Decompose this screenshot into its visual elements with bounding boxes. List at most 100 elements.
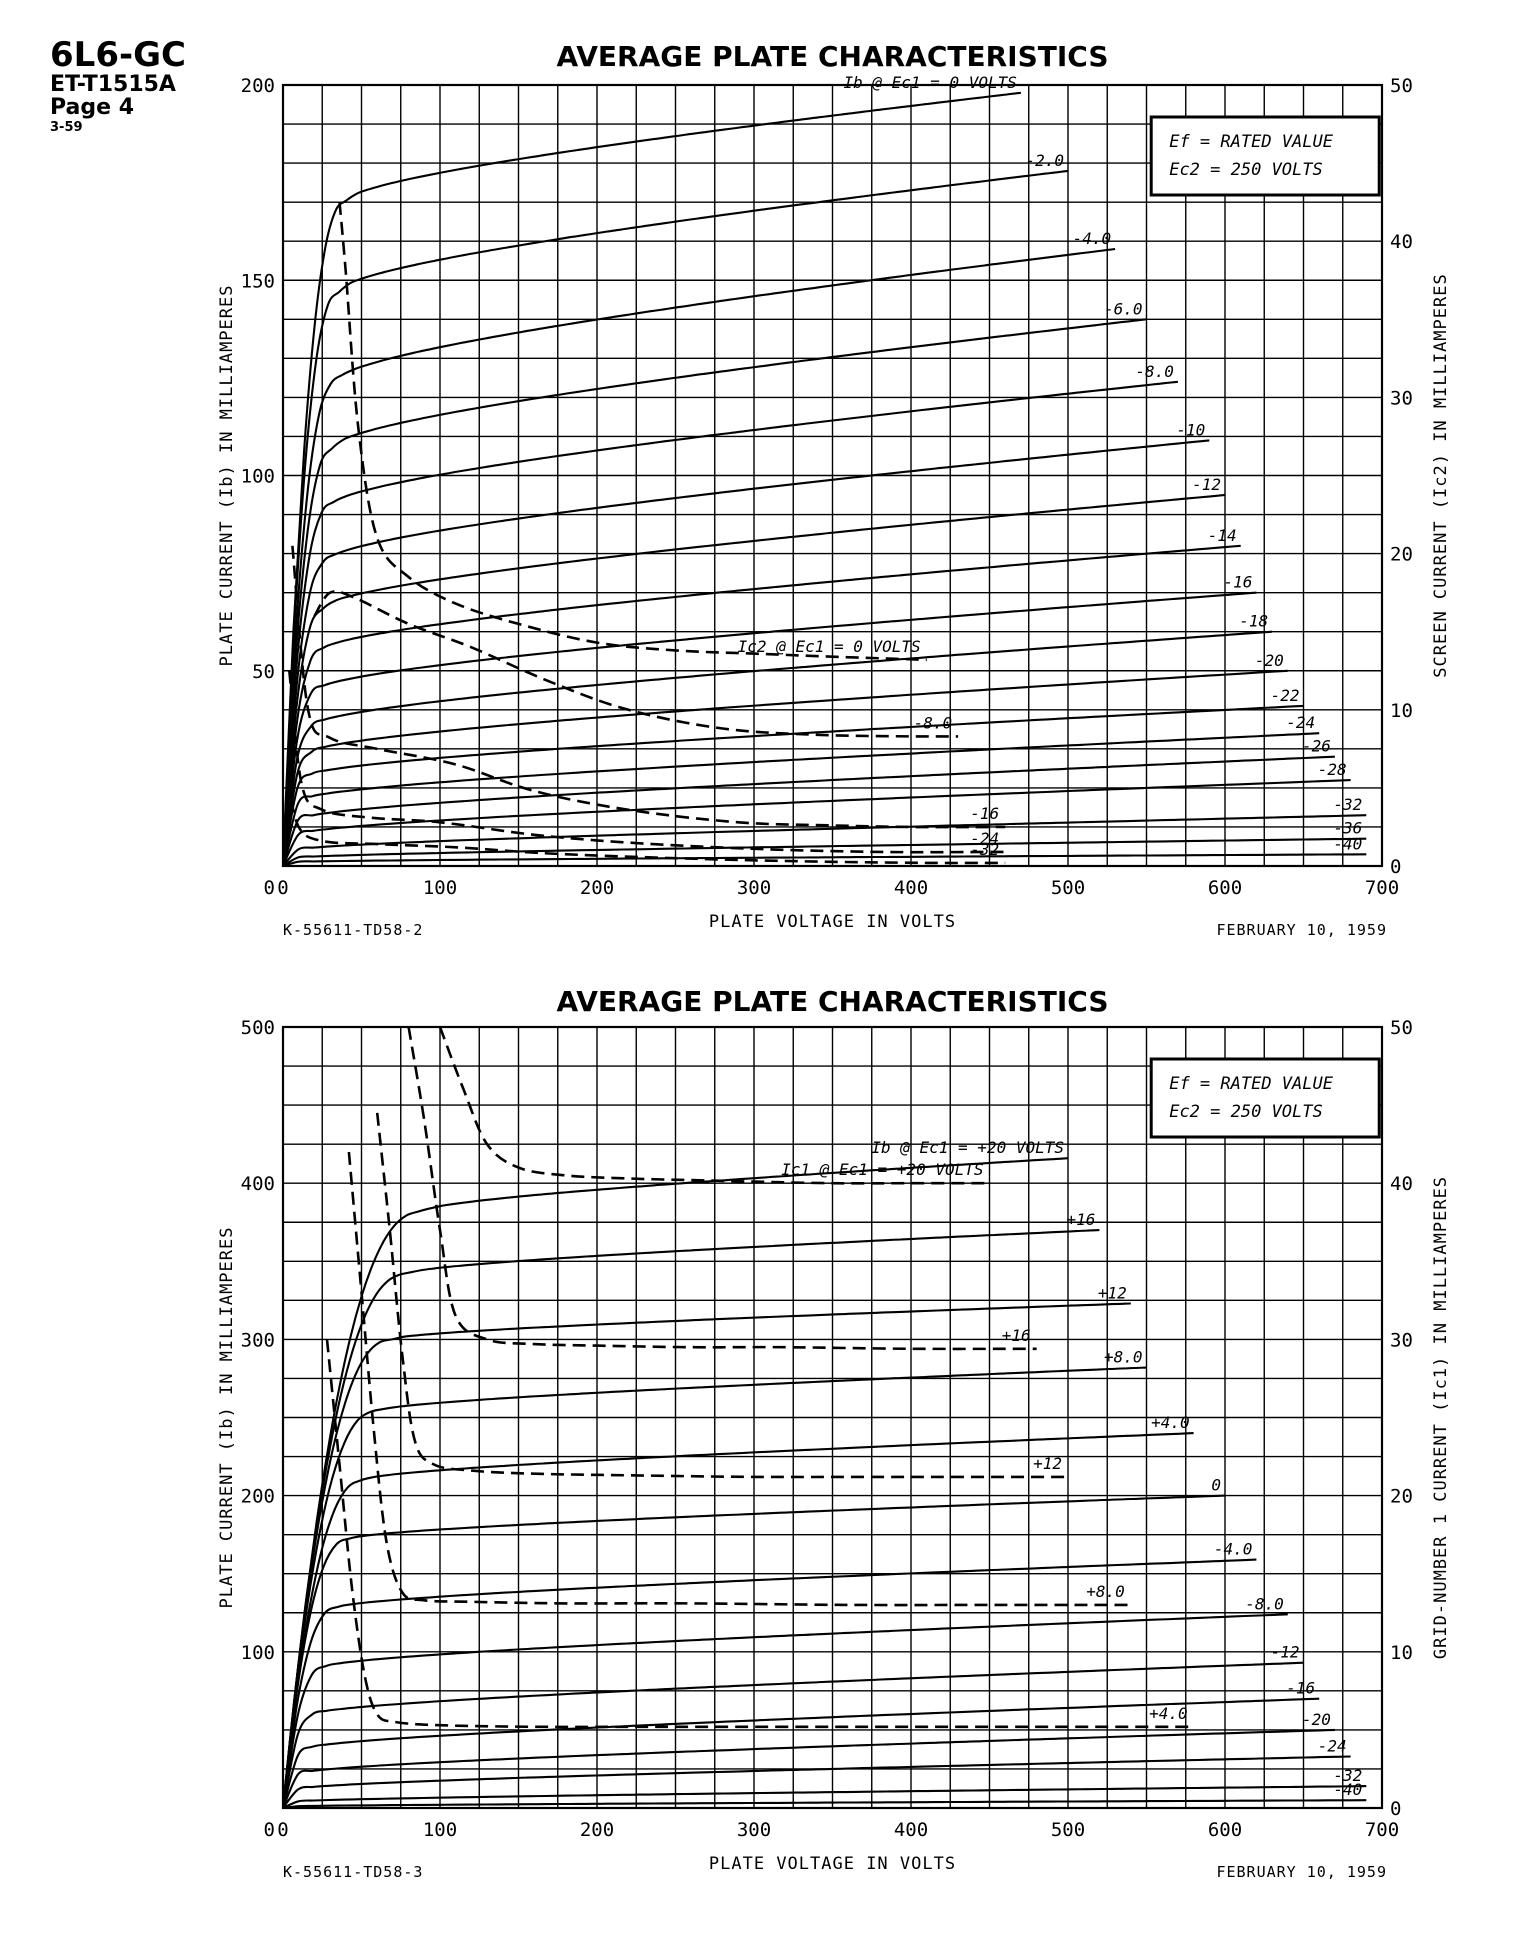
chart-date: FEBRUARY 10, 1959 — [1216, 1863, 1387, 1881]
origin-tick-label: 0 — [264, 877, 275, 899]
screen-curve-label: -32 — [970, 840, 999, 859]
plate-curve-13 — [281, 732, 1320, 867]
plate-curve-11 — [282, 1728, 1335, 1809]
screen-curve-4 — [288, 670, 1006, 854]
x-tick-label: 400 — [894, 877, 928, 899]
y-tick-label: 50 — [252, 661, 275, 683]
plate-curve-label: -4.0 — [1214, 1540, 1253, 1559]
x-tick-label: 100 — [423, 877, 457, 899]
x-tick-label: 400 — [894, 1819, 928, 1841]
plate-curve-4 — [281, 1366, 1147, 1809]
revision-date: 3-59 — [50, 120, 83, 135]
y2-tick-label: 10 — [1390, 1642, 1413, 1664]
plate-curve-label: +16 — [1066, 1210, 1095, 1229]
plate-curve-label: -24 — [1318, 1736, 1347, 1755]
legend-box — [1149, 1057, 1381, 1139]
plate-curve-label: -20 — [1302, 1710, 1331, 1729]
plate-curve-10 — [281, 630, 1273, 867]
plate-curve-label: -32 — [1333, 795, 1362, 814]
y2-tick-label: 50 — [1390, 1017, 1413, 1039]
x-tick-label: 200 — [580, 877, 614, 899]
plate-curve-9 — [281, 591, 1257, 867]
screen-curve-1 — [338, 201, 927, 662]
chart-date: FEBRUARY 10, 1959 — [1216, 921, 1387, 939]
y-tick-label: 500 — [241, 1017, 275, 1039]
x-tick-label: 500 — [1051, 877, 1085, 899]
plate-curve-label: -40 — [1333, 1780, 1362, 1799]
plate-curve-label: +8.0 — [1104, 1348, 1143, 1367]
screen-curve-label: -8.0 — [914, 713, 953, 732]
grid-curves — [325, 1026, 1194, 1729]
plate-curve-6 — [281, 1494, 1226, 1809]
y2-tick-label: 10 — [1390, 700, 1413, 722]
screen-curve-3 — [291, 545, 1006, 829]
y-tick-label: 100 — [241, 1642, 275, 1664]
plate-curve-label: -26 — [1302, 737, 1331, 756]
plate-curve-label: Ib @ Ec1 = +20 VOLTS — [871, 1138, 1064, 1157]
plate-curve-label: -12 — [1271, 1643, 1300, 1662]
plate-curve-7 — [281, 1558, 1257, 1809]
plate-curve-label: -2.0 — [1025, 151, 1064, 170]
y2-axis-label: SCREEN CURRENT (Ic2) IN MILLIAMPERES — [1431, 273, 1451, 677]
plate-curve-label: -32 — [1333, 1766, 1362, 1785]
plate-curve-3 — [281, 1302, 1131, 1809]
x-tick-label: 200 — [580, 1819, 614, 1841]
y2-tick-label: 20 — [1390, 1486, 1413, 1508]
grid-curve-label: +4.0 — [1149, 1704, 1188, 1723]
plate-curve-7 — [281, 493, 1226, 867]
chart-title: AVERAGE PLATE CHARACTERISTICS — [556, 985, 1108, 1018]
plate-curve-label: Ib @ Ec1 = 0 VOLTS — [844, 73, 1017, 92]
plate-curve-label: -10 — [1176, 420, 1205, 439]
plate-curve-3 — [281, 247, 1116, 867]
y2-tick-label: 0 — [1390, 1798, 1401, 1820]
x-tick-label: 300 — [737, 1819, 771, 1841]
grid-curve-label: +16 — [1002, 1326, 1031, 1345]
y-tick-label: 100 — [241, 466, 275, 488]
x-tick-label: 700 — [1365, 877, 1399, 899]
plate-curve-label: +12 — [1098, 1283, 1127, 1302]
x-tick-label: 700 — [1365, 1819, 1399, 1841]
plot-frame — [281, 1025, 1384, 1810]
plate-curve-label: -16 — [1223, 573, 1252, 592]
origin-tick-label: 0 — [264, 1819, 275, 1841]
x-tick-label: 500 — [1051, 1819, 1085, 1841]
y-axis-label: PLATE CURRENT (Ib) IN MILLIAMPERES — [217, 1227, 237, 1609]
x-tick-label: 0 — [277, 877, 288, 899]
legend-entry: Ec2 = 250 VOLTS — [1169, 1102, 1323, 1122]
plate-curve-2 — [281, 1229, 1100, 1809]
plate-curve-16 — [282, 814, 1367, 867]
plate-curve-12 — [282, 1755, 1351, 1809]
screen-curve-2 — [313, 590, 959, 738]
grid-curve-4 — [347, 1151, 1131, 1607]
x-tick-label: 0 — [277, 1819, 288, 1841]
y-tick-label: 150 — [241, 270, 275, 292]
x-axis-label: PLATE VOLTAGE IN VOLTS — [709, 1854, 956, 1874]
plate-curve-label: -14 — [1208, 526, 1237, 545]
screen-curves — [286, 201, 1006, 865]
plate-curve-label: -16 — [1286, 1679, 1315, 1698]
plate-curve-10 — [281, 1697, 1320, 1809]
grid-curve-label: Ic1 @ Ec1 = +20 VOLTS — [781, 1160, 983, 1179]
plate-curve-label: -20 — [1255, 651, 1284, 670]
plate-curve-label: -8.0 — [1245, 1594, 1284, 1613]
grid-curve-label: +12 — [1033, 1454, 1062, 1473]
plate-curve-18 — [282, 853, 1367, 868]
screen-curve-label: -16 — [970, 804, 999, 823]
y2-tick-label: 50 — [1390, 75, 1413, 97]
grid-curve-2 — [407, 1026, 1037, 1351]
plate-curve-5 — [281, 1432, 1194, 1809]
plate-curve-label: -12 — [1192, 475, 1221, 494]
grid-curve-3 — [375, 1112, 1068, 1479]
document-code: ET-T1515A — [50, 72, 176, 97]
y2-tick-label: 40 — [1390, 231, 1413, 253]
chart-code: K-55611-TD58-2 — [283, 921, 423, 939]
plate-curves — [281, 91, 1367, 868]
y2-tick-label: 0 — [1390, 856, 1401, 878]
y2-tick-label: 30 — [1390, 387, 1413, 409]
screen-curve-label: -24 — [970, 829, 999, 848]
y-axis-label: PLATE CURRENT (Ib) IN MILLIAMPERES — [217, 285, 237, 667]
x-axis-label: PLATE VOLTAGE IN VOLTS — [709, 912, 956, 932]
plate-curve-12 — [281, 704, 1304, 867]
